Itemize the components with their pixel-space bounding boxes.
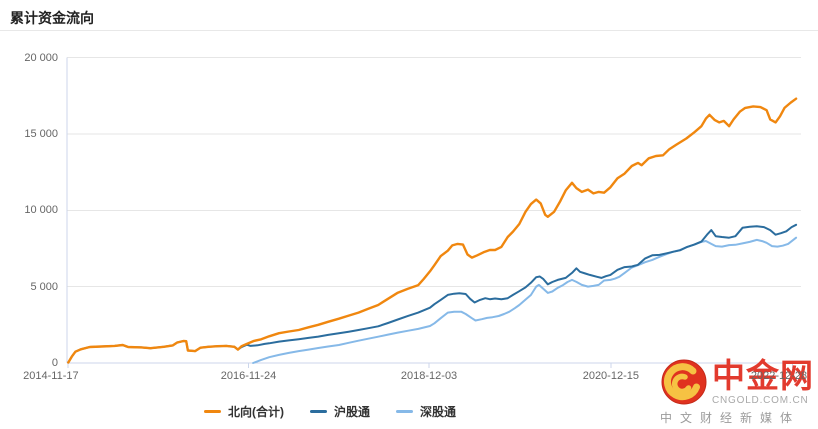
- x-axis-tick-label: 2014-11-17: [23, 370, 79, 382]
- legend-item-northbound-total[interactable]: 北向(合计): [203, 403, 284, 420]
- header-divider: [0, 30, 818, 31]
- cngold-logo-tagline: 中文财经新媒体: [660, 411, 801, 425]
- cngold-logo-name: 中金网: [712, 357, 814, 394]
- legend-line-marker: [203, 410, 221, 413]
- x-axis-tick-label: 2022-12-28: [750, 370, 808, 382]
- chart-legend: 北向(合计) 沪股通 深股通: [0, 403, 660, 420]
- y-axis-tick-label: 0: [51, 357, 58, 369]
- x-axis-tick-label: 2020-12-15: [582, 370, 639, 382]
- y-axis-tick-label: 5 000: [30, 280, 58, 293]
- page-title: 累计资金流向: [10, 10, 94, 26]
- legend-label: 深股通: [420, 405, 457, 419]
- x-axis-tick-label: 2016-11-24: [220, 370, 277, 382]
- y-axis-tick-label: 20 000: [24, 51, 58, 64]
- legend-item-shanghai-connect[interactable]: 沪股通: [309, 403, 370, 420]
- cngold-logo-icon: [661, 359, 707, 405]
- legend-label: 北向(合计): [227, 405, 284, 419]
- chart-canvas[interactable]: [0, 31, 818, 429]
- legend-line-marker: [309, 410, 327, 413]
- legend-item-shenzhen-connect[interactable]: 深股通: [396, 403, 456, 420]
- cumulative-flow-chart[interactable]: 0 5 000 10 000 15 000 20 000 2014-11-17 2016-1…: [0, 31, 818, 429]
- chart-header: 累计资金流向: [0, 0, 818, 31]
- legend-label: 沪股通: [333, 405, 370, 419]
- x-axis-tick-label: 2018-12-03: [400, 370, 458, 382]
- cngold-watermark: 中金网 CNGOLD.COM.CN 中文财经新媒体: [660, 358, 818, 429]
- legend-line-marker: [396, 410, 413, 413]
- y-axis-tick-label: 15 000: [24, 127, 58, 140]
- y-axis-tick-label: 10 000: [24, 204, 58, 217]
- cngold-logo-url: CNGOLD.COM.CN: [712, 395, 809, 406]
